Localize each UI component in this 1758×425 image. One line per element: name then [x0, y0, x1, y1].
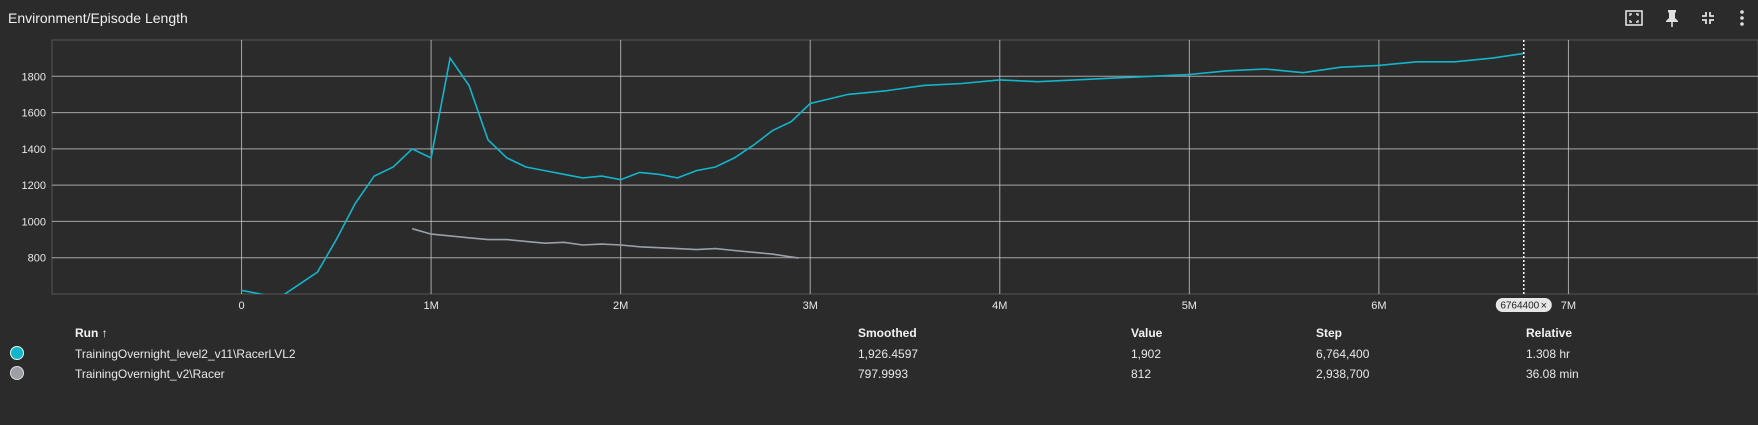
table-cell-run: TrainingOvernight_level2_v11\RacerLVL2: [75, 347, 296, 361]
series-line[interactable]: [411, 227, 799, 259]
table-cell-value: 812: [1131, 367, 1152, 381]
chart-title: Environment/Episode Length: [8, 10, 188, 26]
card-header: Environment/Episode Length: [0, 0, 1758, 38]
x-tick-label: 1M: [423, 300, 438, 312]
table-cell-step: 6,764,400: [1316, 347, 1370, 361]
more-vert-icon[interactable]: [1732, 8, 1752, 28]
series-line[interactable]: [241, 52, 1524, 297]
table-cell-relative: 1.308 hr: [1526, 347, 1571, 361]
y-tick-label: 1400: [22, 144, 46, 156]
fit-domain-icon[interactable]: [1624, 8, 1644, 28]
table-cell-smoothed: 1,926.4597: [858, 347, 919, 361]
x-tick-label: 6M: [1371, 300, 1386, 312]
y-tick-label: 1800: [22, 71, 46, 83]
table-cell-relative: 36.08 min: [1526, 367, 1579, 381]
close-icon[interactable]: ×: [1541, 300, 1547, 312]
table-cell-step: 2,938,700: [1316, 367, 1370, 381]
column-header-relative[interactable]: Relative: [1526, 326, 1573, 340]
x-tick-label: 3M: [803, 300, 818, 312]
column-header-step[interactable]: Step: [1316, 326, 1343, 340]
x-tick-label: 0: [238, 300, 244, 312]
column-header-smoothed[interactable]: Smoothed: [858, 326, 917, 340]
collapse-icon[interactable]: [1698, 8, 1718, 28]
x-tick-label: 2M: [613, 300, 628, 312]
plot-area: [51, 39, 1758, 295]
run-color-swatch[interactable]: [10, 366, 24, 380]
y-tick-label: 1000: [22, 216, 46, 228]
x-tick-label: 4M: [992, 300, 1007, 312]
pin-icon[interactable]: [1662, 8, 1682, 28]
table-cell-smoothed: 797.9993: [858, 367, 909, 381]
run-color-swatch[interactable]: [10, 346, 24, 360]
y-tick-label: 1200: [22, 180, 46, 192]
hover-step-label: 6764400: [1500, 301, 1539, 312]
column-header-run[interactable]: Run ↑: [75, 326, 108, 340]
sort-ascending-icon: ↑: [101, 326, 108, 340]
y-tick-label: 800: [28, 253, 46, 265]
table-cell-run: TrainingOvernight_v2\Racer: [75, 367, 225, 381]
x-tick-label: 7M: [1561, 300, 1576, 312]
x-tick-label: 5M: [1182, 300, 1197, 312]
y-tick-label: 1600: [22, 108, 46, 120]
line-chart[interactable]: 800 1000 1200 1400 1600 1800 0 1M 2M 3M 4M 5M 6M 7M 67…: [0, 38, 1758, 318]
column-header-value[interactable]: Value: [1131, 326, 1163, 340]
table-cell-value: 1,902: [1131, 347, 1162, 361]
hover-step-chip[interactable]: [1495, 298, 1552, 312]
